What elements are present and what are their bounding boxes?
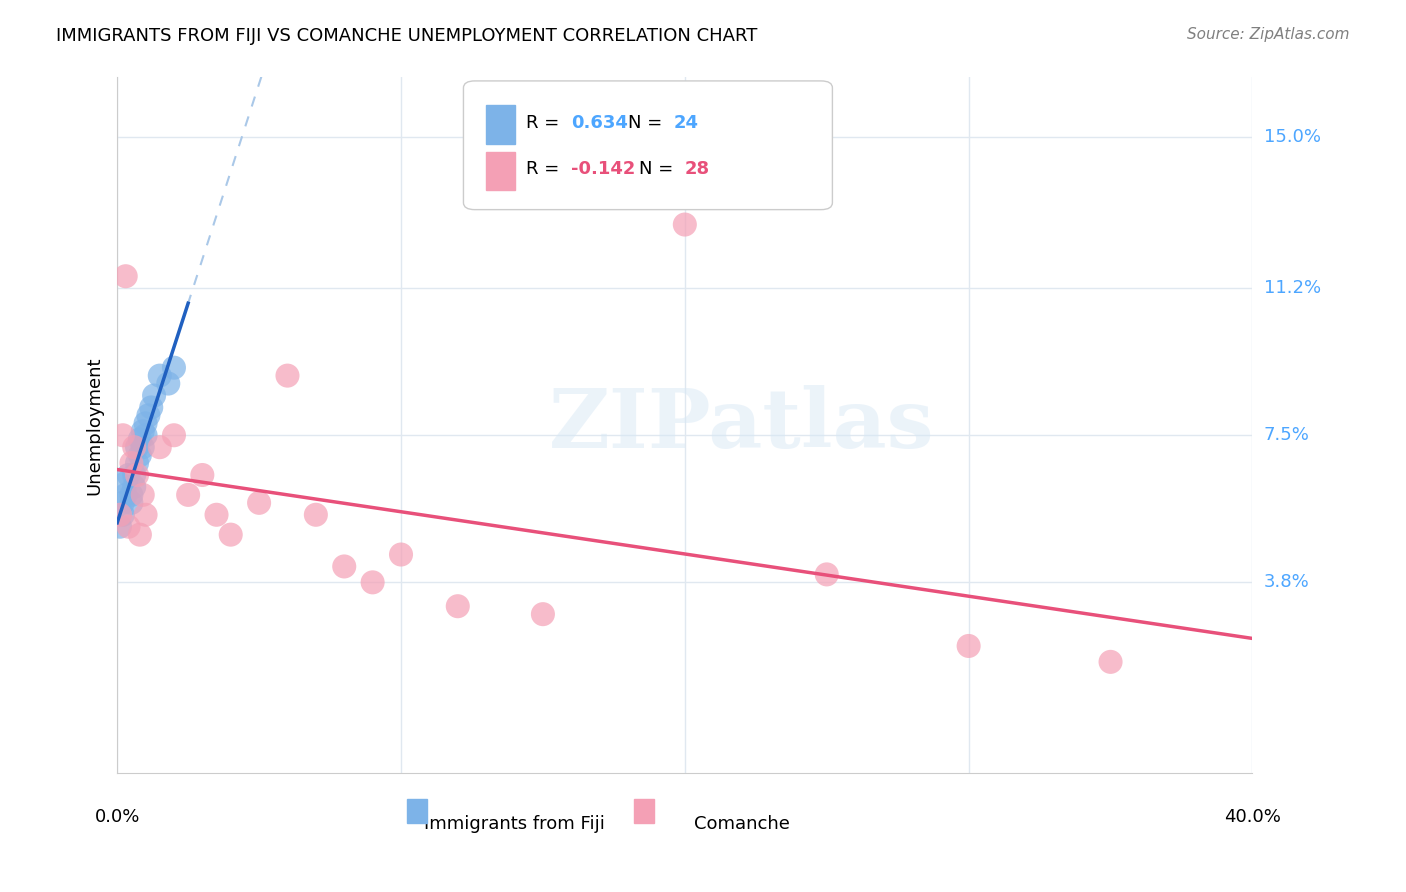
Text: N =: N = xyxy=(628,113,662,132)
Point xyxy=(163,428,186,442)
Point xyxy=(111,508,134,522)
Point xyxy=(108,519,131,533)
Point xyxy=(132,424,155,438)
Point xyxy=(120,456,142,470)
Text: 0.0%: 0.0% xyxy=(94,808,139,826)
Point xyxy=(149,368,172,383)
Point xyxy=(163,360,186,375)
Point xyxy=(122,480,145,494)
Text: IMMIGRANTS FROM FIJI VS COMANCHE UNEMPLOYMENT CORRELATION CHART: IMMIGRANTS FROM FIJI VS COMANCHE UNEMPLO… xyxy=(56,27,758,45)
Point xyxy=(957,639,980,653)
Point xyxy=(205,508,228,522)
Point xyxy=(117,468,139,483)
Y-axis label: Unemployment: Unemployment xyxy=(86,356,103,494)
Point xyxy=(815,567,838,582)
Point xyxy=(191,468,214,483)
Text: 11.2%: 11.2% xyxy=(1264,279,1320,297)
Point xyxy=(305,508,328,522)
Point xyxy=(132,488,155,502)
Point xyxy=(125,440,148,454)
Point xyxy=(108,508,131,522)
Point xyxy=(128,448,150,462)
Point xyxy=(135,508,157,522)
Point xyxy=(157,376,180,391)
Point xyxy=(135,417,157,431)
Point xyxy=(114,488,136,502)
Point xyxy=(111,428,134,442)
Text: Immigrants from Fiji: Immigrants from Fiji xyxy=(425,815,605,833)
Text: N =: N = xyxy=(640,161,673,178)
Point xyxy=(114,475,136,490)
Point xyxy=(361,575,384,590)
Text: 15.0%: 15.0% xyxy=(1264,128,1320,146)
Point xyxy=(247,496,270,510)
Point xyxy=(141,401,163,415)
Point xyxy=(128,527,150,541)
Point xyxy=(125,468,148,483)
Text: Source: ZipAtlas.com: Source: ZipAtlas.com xyxy=(1187,27,1350,42)
Point xyxy=(122,468,145,483)
Point xyxy=(111,496,134,510)
Point xyxy=(138,409,160,423)
Point xyxy=(132,440,155,454)
Point xyxy=(531,607,554,622)
Text: 3.8%: 3.8% xyxy=(1264,574,1309,591)
Text: R =: R = xyxy=(526,113,560,132)
Bar xyxy=(634,799,654,823)
Point xyxy=(120,496,142,510)
Point xyxy=(120,488,142,502)
Point xyxy=(447,599,470,614)
Text: -0.142: -0.142 xyxy=(571,161,636,178)
Point xyxy=(122,440,145,454)
Point xyxy=(276,368,298,383)
Text: 28: 28 xyxy=(685,161,710,178)
Point xyxy=(1099,655,1122,669)
Bar xyxy=(486,152,515,190)
Point xyxy=(389,548,412,562)
Text: ZIPatlas: ZIPatlas xyxy=(548,385,935,466)
FancyBboxPatch shape xyxy=(464,81,832,210)
Point xyxy=(177,488,200,502)
Text: 7.5%: 7.5% xyxy=(1264,426,1309,444)
Point xyxy=(117,519,139,533)
Point xyxy=(333,559,356,574)
Point xyxy=(125,456,148,470)
Text: Comanche: Comanche xyxy=(693,815,790,833)
Bar xyxy=(486,105,515,144)
Point xyxy=(135,428,157,442)
Point xyxy=(114,269,136,284)
Point xyxy=(673,218,696,232)
Text: 40.0%: 40.0% xyxy=(1225,808,1281,826)
Text: 24: 24 xyxy=(673,113,699,132)
Bar xyxy=(406,799,427,823)
Text: 0.634: 0.634 xyxy=(571,113,628,132)
Point xyxy=(219,527,242,541)
Point xyxy=(128,432,150,446)
Point xyxy=(143,388,166,402)
Point xyxy=(149,440,172,454)
Text: R =: R = xyxy=(526,161,560,178)
